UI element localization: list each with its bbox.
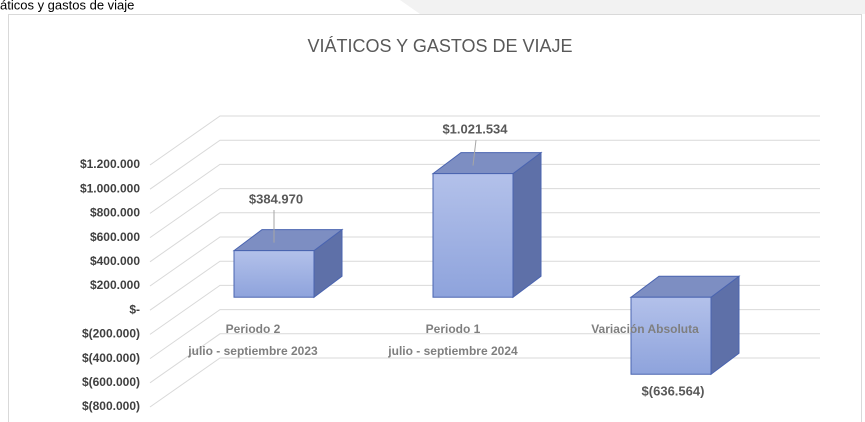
grid-line xyxy=(149,333,820,384)
y-tick-label: $(600.000) xyxy=(82,375,140,389)
y-tick-label: $(800.000) xyxy=(82,399,140,413)
data-label: $1.021.534 xyxy=(442,121,508,136)
x-tick-label: julio - septiembre 2023 xyxy=(187,344,318,358)
bar xyxy=(232,228,344,299)
grid-line xyxy=(149,260,820,311)
grid-line xyxy=(149,188,820,239)
grid-line xyxy=(149,139,820,190)
y-tick-label: $400.000 xyxy=(90,254,140,268)
bar-side xyxy=(512,151,542,299)
chart-title: VIÁTICOS Y GASTOS DE VIAJE xyxy=(307,36,572,56)
grid-line xyxy=(149,236,820,287)
y-tick-label: $800.000 xyxy=(90,206,140,220)
y-tick-label: $1.000.000 xyxy=(80,181,140,195)
bar-front xyxy=(233,250,315,298)
tab-shade xyxy=(400,0,865,14)
y-tick-label: $600.000 xyxy=(90,230,140,244)
grid-line xyxy=(149,163,820,214)
grid-line xyxy=(149,212,820,263)
y-tick-label: $1.200.000 xyxy=(80,157,140,171)
bar-front xyxy=(630,296,712,375)
x-tick-label: Periodo 1 xyxy=(426,322,481,336)
bar-front xyxy=(432,173,514,298)
y-tick-label: $(200.000) xyxy=(82,327,140,341)
data-label: $384.970 xyxy=(249,191,303,206)
x-tick-label: Periodo 2 xyxy=(226,322,281,336)
grid-line xyxy=(149,284,820,335)
grid-line xyxy=(149,115,820,166)
grid-line xyxy=(149,357,820,408)
y-tick-label: $200.000 xyxy=(90,278,140,292)
grid-line xyxy=(149,309,820,360)
x-tick-label: Variación Absoluta xyxy=(591,322,699,336)
y-tick-label: $(400.000) xyxy=(82,351,140,365)
bar xyxy=(629,275,741,376)
x-tick-label: julio - septiembre 2024 xyxy=(387,344,518,358)
leader-line xyxy=(472,139,477,166)
data-label: $(636.564) xyxy=(642,383,705,398)
y-tick-label: $- xyxy=(129,302,140,316)
bar xyxy=(431,151,543,299)
page-title: áticos y gastos de viaje xyxy=(0,0,134,12)
